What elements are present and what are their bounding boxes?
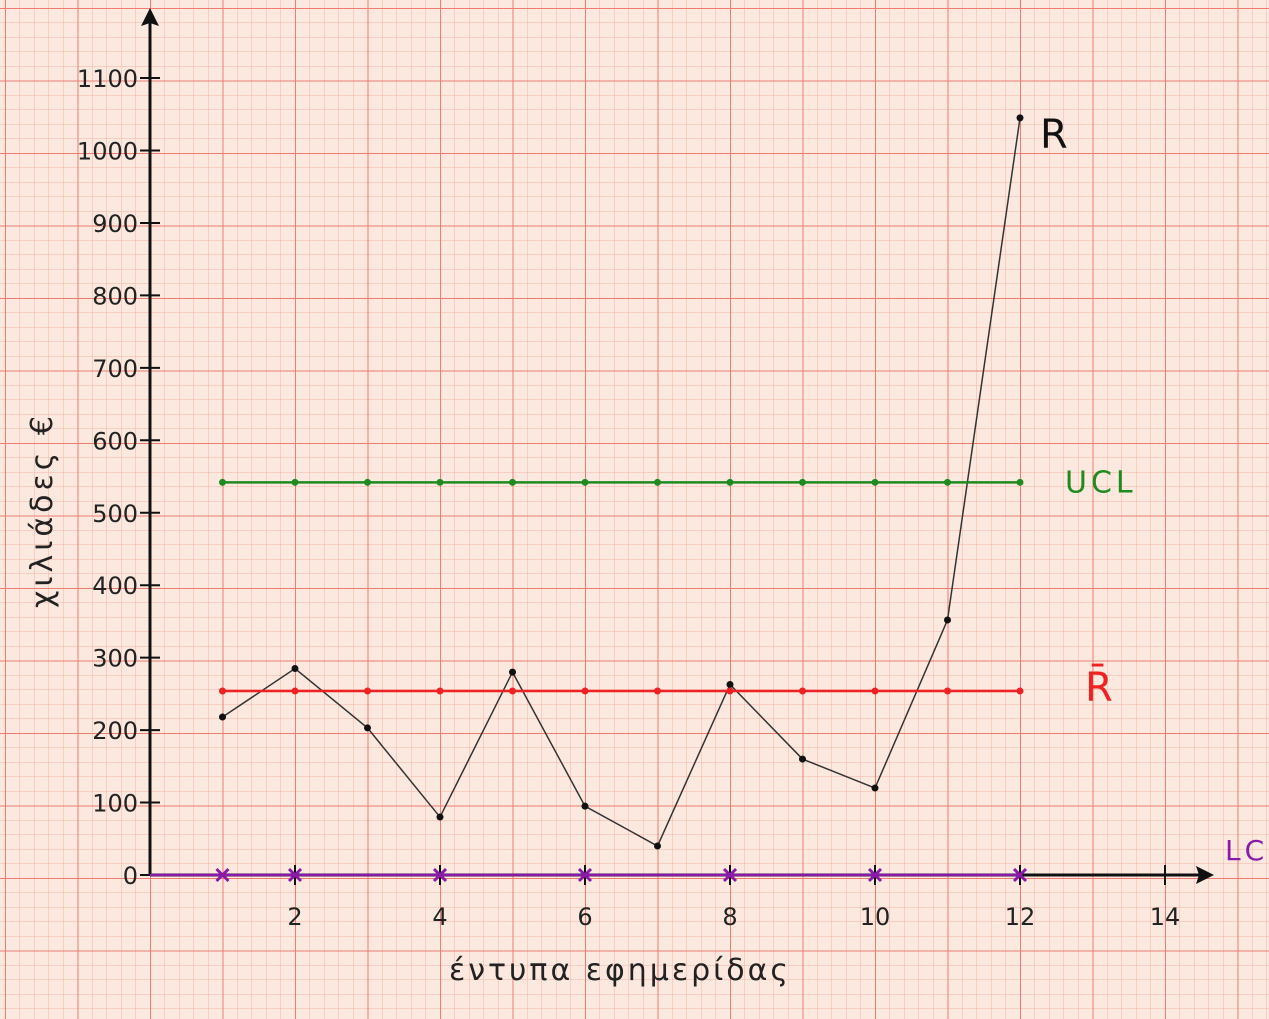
data-point-r xyxy=(581,802,589,810)
data-point-r-bar xyxy=(291,687,299,695)
data-point-r-bar xyxy=(219,687,226,695)
y-axis-label: χιλιάδες € xyxy=(25,412,60,608)
x-tick-label: 6 xyxy=(577,903,592,931)
data-point-r-bar xyxy=(581,687,589,695)
data-point-r xyxy=(944,616,951,624)
y-tick-label: 500 xyxy=(92,500,138,528)
y-tick-label: 100 xyxy=(92,790,138,818)
data-point-lcl xyxy=(215,867,230,883)
y-axis-ticks: 0 100 200 300 400 500 600 700 800 900 1000 1100 xyxy=(77,65,160,890)
data-point-lcl xyxy=(287,867,303,883)
x-tick-label: 8 xyxy=(722,903,737,931)
y-axis-arrow xyxy=(141,8,159,26)
x-axis-label: έντυπα εφημερίδας xyxy=(449,953,791,988)
series-label-ucl: UCL xyxy=(1065,465,1137,500)
data-point-ucl xyxy=(581,478,589,486)
x-tick-label: 10 xyxy=(860,903,891,931)
y-tick-label: 200 xyxy=(92,717,138,745)
data-point-r xyxy=(291,665,299,673)
data-point-r-bar xyxy=(871,687,879,695)
series-label-r: R xyxy=(1040,112,1072,158)
series-label-lcl: LCL xyxy=(1225,834,1269,867)
data-point-r-bar xyxy=(726,687,734,695)
y-tick-label: 600 xyxy=(92,427,138,455)
data-point-r-bar xyxy=(1016,687,1024,695)
series-line-r xyxy=(222,117,1021,848)
y-tick-label: 700 xyxy=(92,355,138,383)
data-point-ucl xyxy=(364,478,371,486)
data-point-r-bar xyxy=(364,687,371,695)
y-tick-label: 1100 xyxy=(77,65,138,93)
data-point-ucl xyxy=(219,478,226,486)
y-tick-label: 300 xyxy=(92,645,138,673)
data-point-ucl xyxy=(291,478,299,486)
y-tick-label: 0 xyxy=(123,862,138,890)
data-point-r xyxy=(219,713,226,721)
data-point-lcl xyxy=(722,867,738,883)
data-point-r xyxy=(364,724,371,732)
x-tick-label: 2 xyxy=(287,903,302,931)
data-point-r-bar xyxy=(436,687,444,695)
x-tick-label: 14 xyxy=(1150,903,1181,931)
data-point-r xyxy=(871,784,879,792)
data-point-r xyxy=(799,755,806,763)
y-tick-label: 800 xyxy=(92,282,138,310)
y-tick-label: 1000 xyxy=(77,138,138,166)
data-point-ucl xyxy=(726,478,734,486)
y-tick-label: 400 xyxy=(92,572,138,600)
data-point-ucl xyxy=(509,478,516,486)
data-point-r xyxy=(726,680,734,688)
data-point-r xyxy=(436,813,444,821)
data-point-r-bar xyxy=(509,687,516,695)
data-point-lcl xyxy=(1012,867,1028,883)
series-points xyxy=(215,114,1028,883)
x-tick-label: 12 xyxy=(1005,903,1036,931)
data-point-r-bar xyxy=(654,687,661,695)
data-point-r xyxy=(654,842,661,850)
data-point-ucl xyxy=(799,478,806,486)
series-label-r-bar: R̄ xyxy=(1085,663,1117,711)
data-point-ucl xyxy=(871,478,879,486)
data-point-ucl xyxy=(654,478,661,486)
data-point-r-bar xyxy=(799,687,806,695)
series-labels: R UCL R̄ LCL xyxy=(1040,112,1269,867)
data-point-lcl xyxy=(432,867,448,883)
data-point-r xyxy=(1016,114,1024,122)
data-point-ucl xyxy=(1016,478,1024,486)
data-point-ucl xyxy=(436,478,444,486)
data-point-r-bar xyxy=(944,687,951,695)
x-axis-arrow xyxy=(1196,866,1214,884)
data-point-lcl xyxy=(577,867,593,883)
data-point-lcl xyxy=(867,867,883,883)
data-point-ucl xyxy=(944,478,951,486)
data-point-r xyxy=(509,668,516,676)
y-tick-label: 900 xyxy=(92,210,138,238)
x-tick-label: 4 xyxy=(432,903,447,931)
